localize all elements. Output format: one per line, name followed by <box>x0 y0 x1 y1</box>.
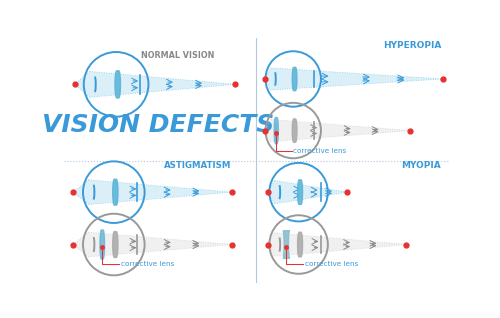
Text: corrective lens: corrective lens <box>120 261 174 267</box>
Polygon shape <box>292 119 297 142</box>
Polygon shape <box>74 72 234 97</box>
Polygon shape <box>73 180 232 204</box>
Text: MYOPIA: MYOPIA <box>402 161 441 170</box>
Polygon shape <box>115 71 120 98</box>
Text: corrective lens: corrective lens <box>293 149 346 154</box>
Polygon shape <box>268 180 347 204</box>
Text: HYPEROPIA: HYPEROPIA <box>382 41 441 50</box>
Polygon shape <box>274 117 278 144</box>
Polygon shape <box>298 232 302 257</box>
Polygon shape <box>73 232 232 257</box>
Text: NORMAL VISION: NORMAL VISION <box>140 51 214 59</box>
Text: VISION DEFECTS: VISION DEFECTS <box>42 113 274 137</box>
Text: corrective lens: corrective lens <box>305 261 358 267</box>
Polygon shape <box>292 67 297 91</box>
Polygon shape <box>100 230 104 259</box>
Polygon shape <box>298 180 302 204</box>
Polygon shape <box>112 179 118 205</box>
Polygon shape <box>266 68 442 90</box>
Polygon shape <box>268 233 406 256</box>
Polygon shape <box>266 120 410 142</box>
Polygon shape <box>112 232 118 258</box>
Polygon shape <box>283 231 290 258</box>
Text: ASTIGMATISM: ASTIGMATISM <box>164 161 232 170</box>
